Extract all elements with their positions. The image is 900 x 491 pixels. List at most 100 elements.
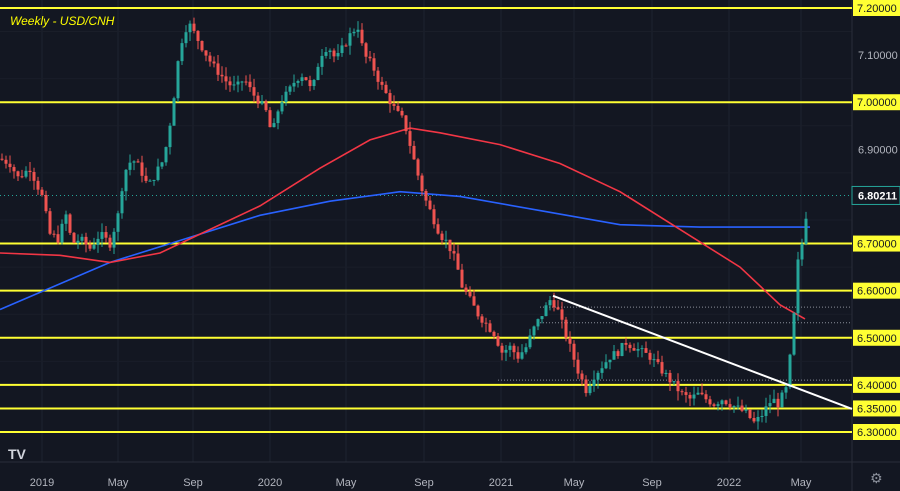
- candle: [732, 405, 736, 413]
- candle: [524, 343, 528, 355]
- candle-body: [652, 359, 656, 361]
- candle-body: [284, 91, 288, 103]
- candle: [292, 74, 296, 92]
- candle-body: [684, 392, 688, 395]
- candle-body: [540, 316, 544, 320]
- candle: [652, 353, 656, 368]
- candle-body: [476, 305, 480, 317]
- candle: [420, 173, 424, 196]
- candle: [240, 80, 244, 91]
- candle-body: [588, 386, 592, 394]
- candle: [224, 67, 228, 90]
- candle: [256, 92, 260, 109]
- candle: [424, 188, 428, 207]
- candle: [588, 381, 592, 396]
- x-tick-label: Sep: [642, 477, 662, 489]
- x-tick-label: 2021: [489, 477, 513, 489]
- candle-body: [512, 345, 516, 353]
- candle: [580, 370, 584, 386]
- candle-body: [188, 23, 192, 33]
- candle: [132, 160, 136, 171]
- candle-body: [416, 159, 420, 176]
- candle-body: [36, 180, 40, 190]
- candle-body: [408, 131, 412, 146]
- level-price-label: 7.20000: [857, 3, 897, 15]
- candle: [636, 342, 640, 358]
- candle-body: [268, 110, 272, 128]
- candle-body: [780, 392, 784, 408]
- candle-body: [456, 253, 460, 270]
- chart-title: Weekly - USD/CNH: [10, 14, 115, 28]
- trendline: [552, 294, 853, 410]
- candle: [104, 226, 108, 243]
- gear-icon[interactable]: ⚙: [870, 471, 883, 487]
- candle: [120, 187, 124, 219]
- candle: [620, 342, 624, 357]
- candle: [540, 316, 544, 324]
- candle-body: [240, 81, 244, 83]
- candle: [640, 345, 644, 358]
- candle: [328, 48, 332, 59]
- candle-body: [368, 56, 372, 59]
- candle: [468, 286, 472, 298]
- candle-body: [424, 190, 428, 201]
- tradingview-logo[interactable]: TV: [8, 446, 26, 462]
- candle-body: [444, 239, 448, 241]
- candle: [700, 383, 704, 396]
- candle: [228, 76, 232, 92]
- candle: [84, 232, 88, 253]
- candle: [528, 328, 532, 350]
- candle-body: [360, 29, 364, 44]
- candle: [544, 302, 548, 317]
- candle: [432, 204, 436, 229]
- candle: [788, 353, 792, 390]
- horizontal-levels: [0, 7, 852, 433]
- candle-body: [276, 111, 280, 124]
- candle: [656, 350, 660, 365]
- candle-body: [164, 147, 168, 163]
- candle: [324, 46, 328, 59]
- candle: [688, 392, 692, 407]
- candle: [408, 121, 412, 154]
- candle-body: [312, 79, 316, 87]
- candle-body: [584, 379, 588, 394]
- candle: [172, 96, 176, 126]
- candle: [672, 381, 676, 386]
- candle-body: [252, 87, 256, 96]
- level-price-box: [853, 424, 900, 440]
- level-price-box: [853, 400, 900, 417]
- candle: [124, 169, 128, 201]
- x-tick-label: 2019: [30, 477, 54, 489]
- candle: [196, 30, 200, 50]
- candle: [156, 158, 160, 182]
- candle: [600, 361, 604, 379]
- x-tick-label: Sep: [183, 477, 203, 489]
- candle: [492, 330, 496, 340]
- candle-body: [352, 31, 356, 34]
- candle: [696, 387, 700, 395]
- candle: [128, 154, 132, 176]
- candle-body: [472, 296, 476, 306]
- candle-body: [96, 238, 100, 245]
- candle-body: [224, 76, 228, 82]
- candle: [568, 331, 572, 352]
- candle: [112, 228, 116, 255]
- candle-body: [384, 84, 388, 94]
- candle: [504, 345, 508, 362]
- candle: [512, 343, 516, 360]
- candle-body: [336, 53, 340, 57]
- candle: [372, 53, 376, 76]
- candle: [740, 399, 744, 413]
- candle: [384, 81, 388, 94]
- candle-body: [544, 305, 548, 317]
- candle-body: [228, 81, 232, 86]
- y-tick-label: 6.90000: [858, 144, 898, 156]
- candle-body: [528, 335, 532, 348]
- candle: [612, 344, 616, 360]
- candle: [60, 219, 64, 245]
- candle: [308, 75, 312, 92]
- candle-body: [288, 86, 292, 92]
- candle: [624, 337, 628, 351]
- candle-body: [580, 373, 584, 380]
- candle-body: [380, 81, 384, 85]
